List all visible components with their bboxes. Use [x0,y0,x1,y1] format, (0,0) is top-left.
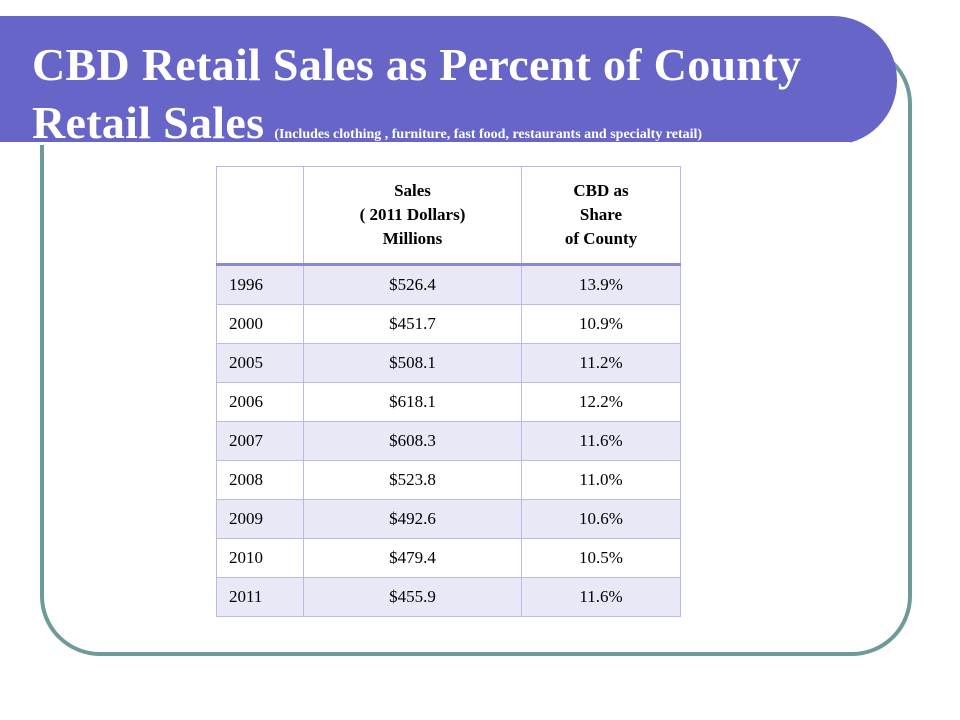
cell-year: 2011 [216,577,304,617]
cell-year: 1996 [216,264,304,305]
slide-title-line2: Retail Sales (Includes clothing , furnitu… [32,96,702,149]
cell-sales: $523.8 [303,460,522,500]
header-share-line2: Share [579,205,623,224]
header-share-line1: CBD as [573,181,629,200]
table-row: 2008 $523.8 11.0% [216,460,681,500]
cell-sales: $608.3 [303,421,522,461]
header-year [216,166,304,266]
cell-share: 10.9% [521,304,681,344]
cell-sales: $526.4 [303,264,522,305]
cell-sales: $618.1 [303,382,522,422]
table-row: 2007 $608.3 11.6% [216,421,681,461]
cell-sales: $451.7 [303,304,522,344]
table-row: 2005 $508.1 11.2% [216,343,681,383]
cell-year: 2009 [216,499,304,539]
cell-year: 2006 [216,382,304,422]
table-row: 2000 $451.7 10.9% [216,304,681,344]
cell-year: 2007 [216,421,304,461]
title-band: CBD Retail Sales as Percent of County Re… [0,16,897,148]
cell-share: 11.2% [521,343,681,383]
cell-year: 2000 [216,304,304,344]
cell-sales: $455.9 [303,577,522,617]
header-sales-line2: ( 2011 Dollars) [359,205,466,224]
cell-share: 13.9% [521,264,681,305]
cell-sales: $508.1 [303,343,522,383]
header-share: CBD as Share of County [521,166,681,266]
header-sales-line1: Sales [394,181,431,200]
cell-share: 12.2% [521,382,681,422]
cell-share: 10.5% [521,538,681,578]
cell-share: 11.6% [521,421,681,461]
header-sales: Sales ( 2011 Dollars) Millions [303,166,522,266]
table-header-row: Sales ( 2011 Dollars) Millions CBD as Sh… [216,166,681,266]
cell-sales: $492.6 [303,499,522,539]
cell-share: 11.0% [521,460,681,500]
table-row: 2009 $492.6 10.6% [216,499,681,539]
cell-share: 10.6% [521,499,681,539]
slide-subtitle: (Includes clothing , furniture, fast foo… [274,127,703,142]
cell-share: 11.6% [521,577,681,617]
table-row: 2011 $455.9 11.6% [216,577,681,617]
table-row: 1996 $526.4 13.9% [216,264,681,305]
table-row: 2006 $618.1 12.2% [216,382,681,422]
slide-title-line1: CBD Retail Sales as Percent of County [32,39,802,90]
cell-year: 2005 [216,343,304,383]
cell-sales: $479.4 [303,538,522,578]
title-underline [0,142,850,145]
header-share-line3: of County [564,229,638,248]
table-row: 2010 $479.4 10.5% [216,538,681,578]
header-sales-line3: Millions [382,229,443,248]
slide-title-line2-text: Retail Sales [32,97,265,148]
cell-year: 2010 [216,538,304,578]
sales-table: Sales ( 2011 Dollars) Millions CBD as Sh… [216,166,681,617]
cell-year: 2008 [216,460,304,500]
